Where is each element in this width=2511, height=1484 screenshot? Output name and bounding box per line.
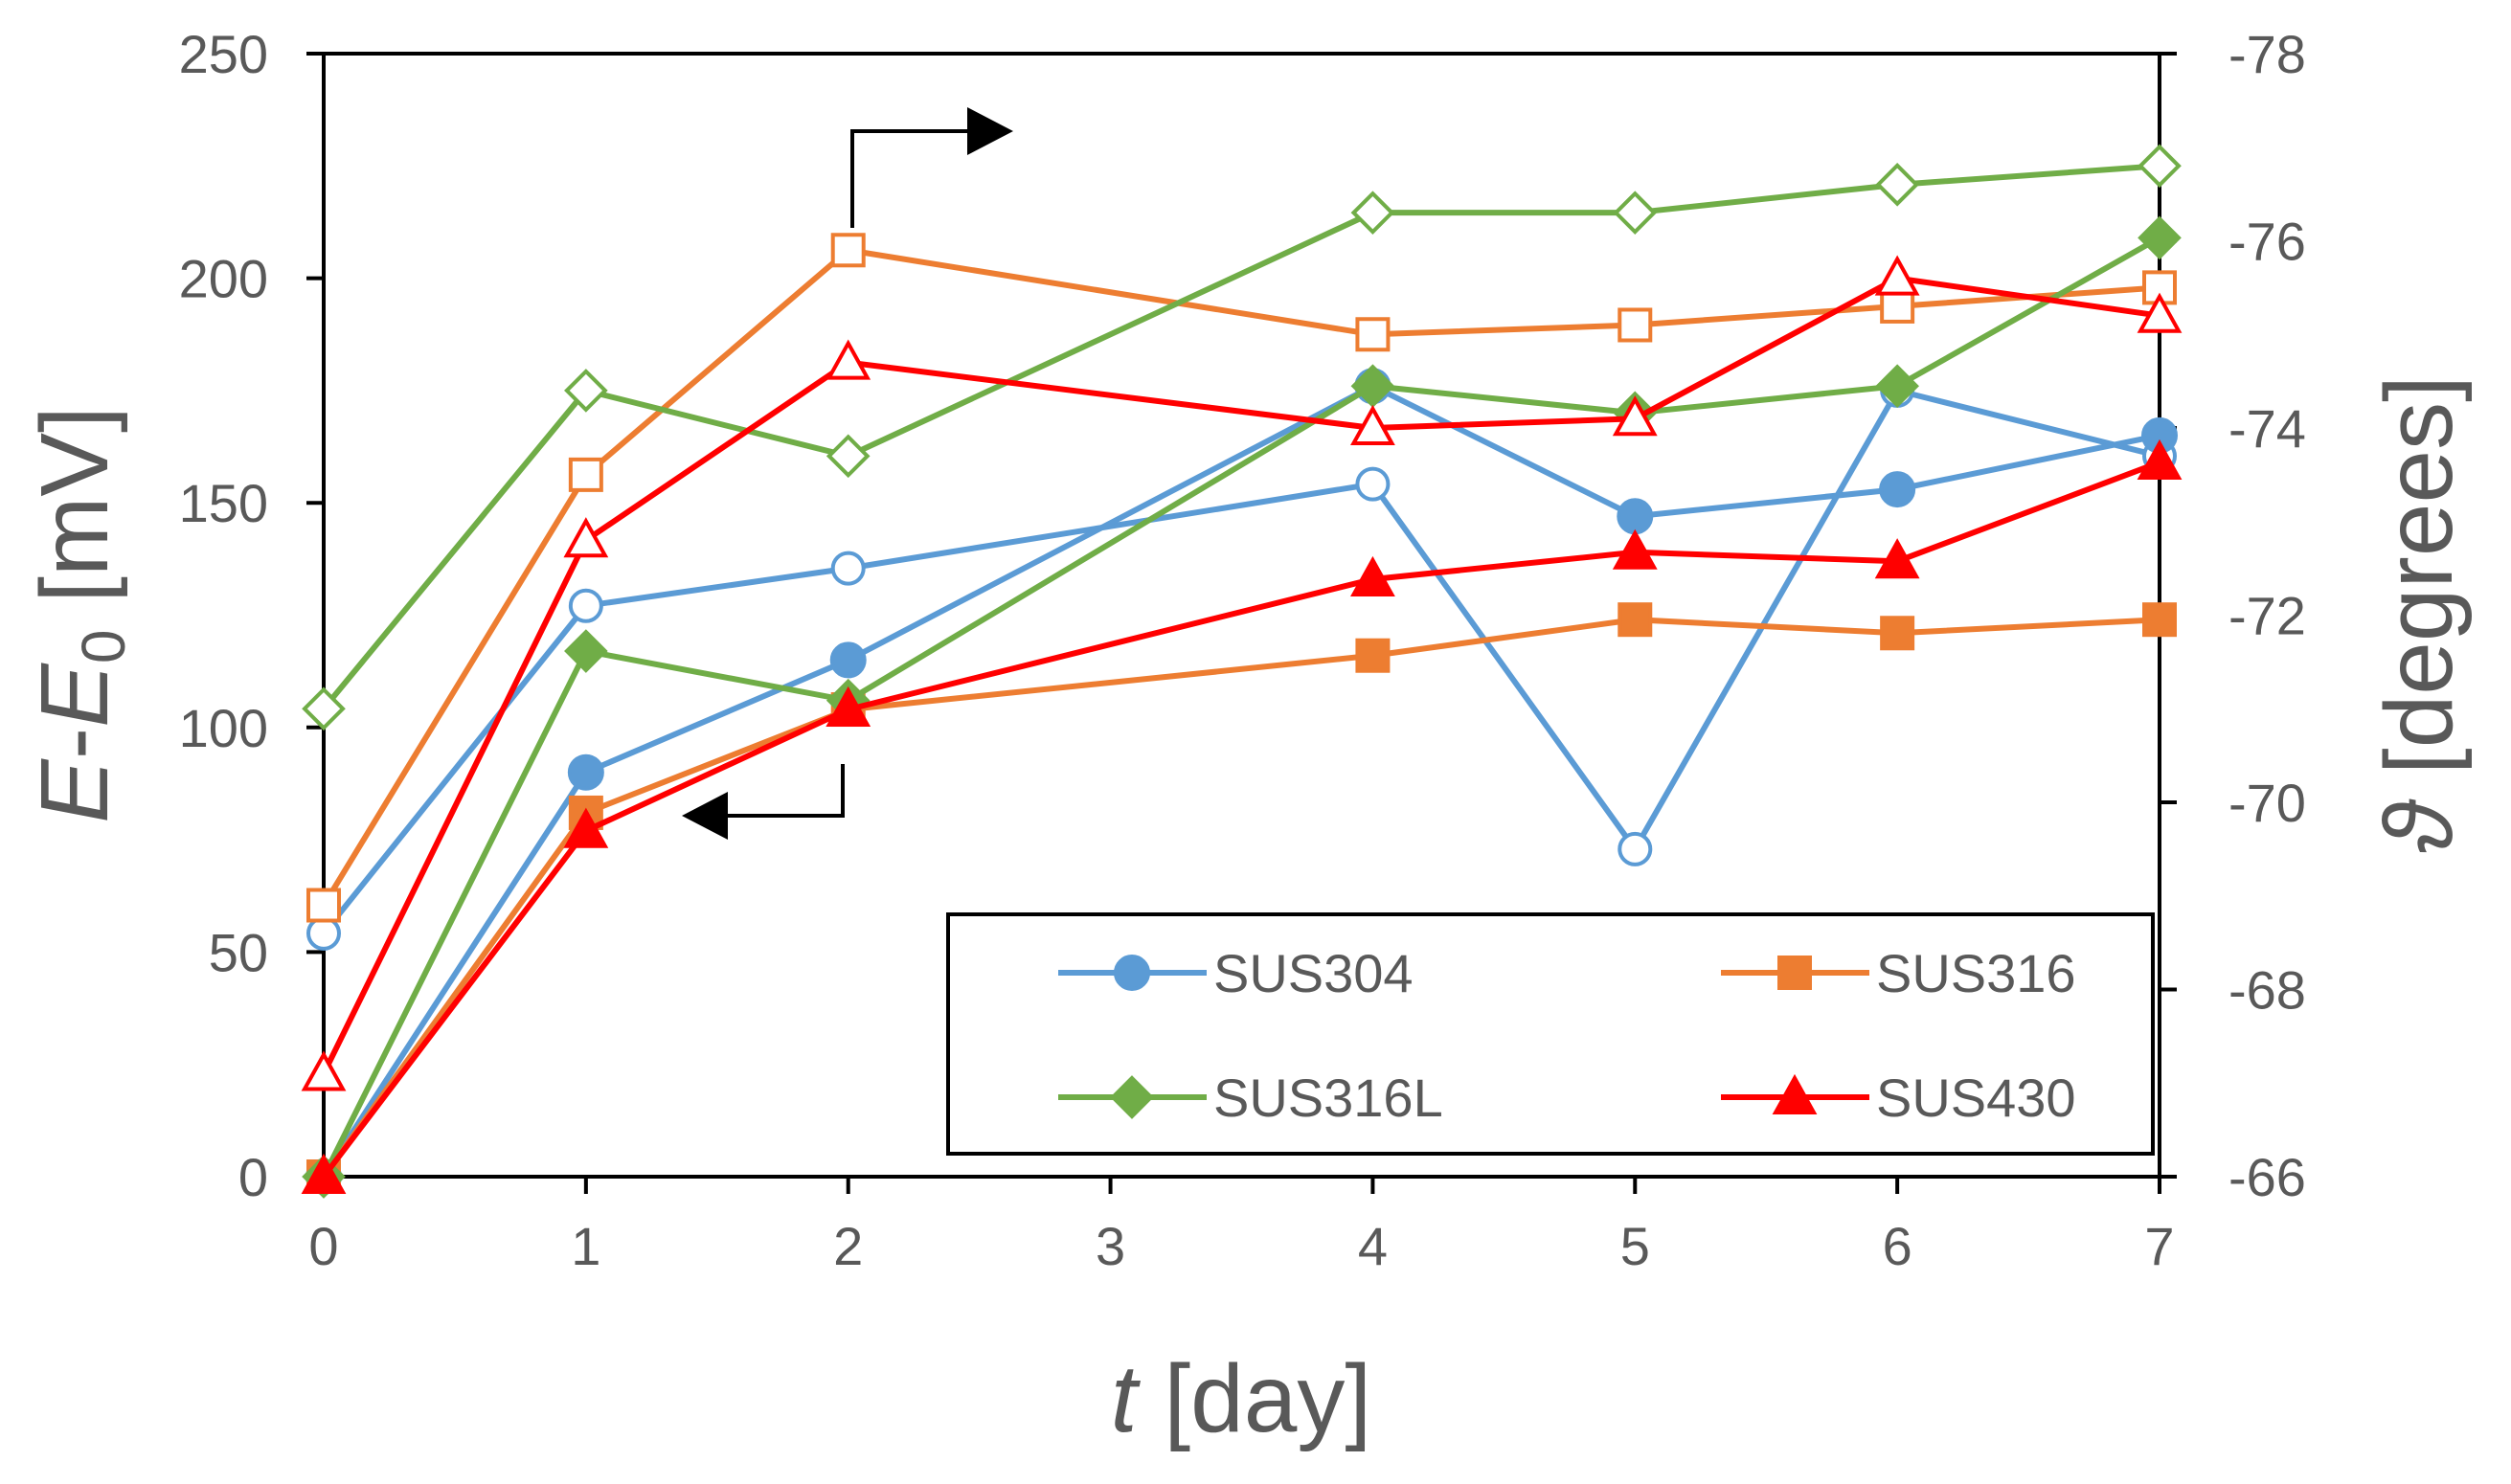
legend-label: SUS304 <box>1213 943 1414 1003</box>
legend-label: SUS316 <box>1876 943 2076 1003</box>
data-point-sus430-potential <box>1350 555 1395 596</box>
legend-item-sus430: SUS430 <box>1721 1068 2076 1128</box>
data-point-sus316-potential <box>1880 616 1915 651</box>
data-point-sus316-phase <box>568 457 603 492</box>
x-tick-label: 7 <box>2144 1216 2174 1276</box>
legend-items: SUS304 SUS316 SUS316L SUS430 <box>1058 943 2076 1128</box>
data-point-sus430-potential <box>563 807 609 848</box>
y2-tick-label: -72 <box>2228 586 2306 646</box>
y-tick-label: 200 <box>179 249 268 309</box>
x-tick-label: 2 <box>833 1216 863 1276</box>
data-point-sus316-potential <box>1617 602 1653 638</box>
legend-item-sus316l: SUS316L <box>1058 1068 1443 1128</box>
data-point-sus304-phase <box>1617 831 1653 866</box>
data-point-sus304-phase <box>568 588 603 623</box>
y-tick-label: 250 <box>179 24 268 84</box>
x-axis-label: t [day] <box>1111 1345 1371 1452</box>
y2-tick-label: -76 <box>2228 212 2306 272</box>
data-point-sus430-potential <box>1612 528 1658 570</box>
data-point-sus316-potential <box>1355 638 1391 673</box>
series-sus430 <box>301 255 2183 1194</box>
y2-axis-ticks: -66 -68 -70 -72 -74 -76 -78 <box>2160 24 2306 1207</box>
data-point-sus304-potential <box>567 753 604 791</box>
data-point-sus316l-phase <box>1875 163 1919 207</box>
y-axis-label: E-E0 [mV] <box>21 406 138 823</box>
data-point-sus316l-potential <box>1875 364 1919 409</box>
x-tick-label: 6 <box>1883 1216 1912 1276</box>
data-point-sus316-phase <box>1355 317 1391 352</box>
y2-axis-label: ϑ [degrees] <box>2365 375 2473 854</box>
legend-item-sus316: SUS316 <box>1721 943 2076 1003</box>
legend-marker <box>1114 955 1150 991</box>
data-point-sus316-phase <box>1880 288 1915 324</box>
series-layer <box>301 144 2183 1199</box>
y-tick-label: 50 <box>209 922 268 982</box>
data-point-sus430-potential <box>1874 538 1920 579</box>
data-point-sus304-potential <box>1617 498 1654 535</box>
y2-tick-label: -66 <box>2228 1147 2306 1207</box>
data-point-sus304-potential <box>829 641 867 679</box>
data-point-sus316l-phase <box>1350 191 1395 236</box>
series-sus316 <box>306 233 2177 1194</box>
y-tick-label: 150 <box>179 473 268 533</box>
legend-marker <box>1777 956 1812 990</box>
x-tick-label: 4 <box>1358 1216 1388 1276</box>
legend: SUS304 SUS316 SUS316L SUS430 <box>946 912 2155 1156</box>
arrow-to-left-axis <box>682 764 845 840</box>
legend-marker <box>1110 1075 1154 1119</box>
legend-box <box>946 912 2155 1156</box>
data-point-sus430-phase <box>2137 292 2183 333</box>
data-point-sus430-phase <box>1612 395 1658 437</box>
y2-tick-label: -68 <box>2228 960 2306 1021</box>
data-point-sus430-phase <box>563 517 609 558</box>
data-point-sus316l-phase <box>564 369 608 413</box>
y-tick-label: 100 <box>179 698 268 758</box>
data-point-sus304-phase <box>1355 466 1391 502</box>
y2-tick-label: -74 <box>2228 398 2306 459</box>
data-point-sus316l-potential <box>564 629 608 673</box>
data-point-sus316l-potential <box>2138 215 2182 260</box>
y-axis-ticks: 0 50 100 150 200 250 <box>179 24 324 1207</box>
x-axis-ticks: 0 1 2 3 4 5 6 7 <box>308 1177 2175 1276</box>
data-point-sus430-potential <box>301 1153 347 1194</box>
data-point-sus316-potential <box>2142 602 2177 638</box>
data-point-sus316l-potential <box>1350 364 1395 409</box>
y2-tick-label: -78 <box>2228 24 2306 84</box>
data-point-sus316-phase <box>306 888 341 923</box>
legend-label: SUS430 <box>1876 1068 2076 1128</box>
y-tick-label: 0 <box>238 1147 268 1207</box>
data-point-sus430-phase <box>1874 255 1920 296</box>
legend-item-sus304: SUS304 <box>1058 943 1414 1003</box>
x-tick-label: 0 <box>308 1216 338 1276</box>
data-point-sus430-phase <box>301 1050 347 1091</box>
arrow-to-right-axis <box>850 107 1013 228</box>
data-point-sus430-potential <box>826 686 871 728</box>
data-point-sus316-phase <box>1617 307 1653 343</box>
data-point-sus316l-phase <box>826 434 871 479</box>
data-point-sus304-potential <box>1879 471 1916 508</box>
x-tick-label: 3 <box>1096 1216 1125 1276</box>
data-point-sus304-phase <box>306 915 341 951</box>
legend-marker <box>1772 1073 1818 1114</box>
data-point-sus430-phase <box>1350 404 1395 445</box>
x-tick-label: 1 <box>571 1216 600 1276</box>
data-point-sus304-phase <box>830 551 866 586</box>
data-point-sus316-phase <box>830 233 866 268</box>
legend-label: SUS316L <box>1213 1068 1443 1128</box>
data-point-sus316l-phase <box>2138 144 2182 189</box>
data-point-sus316l-phase <box>1613 191 1658 236</box>
x-tick-label: 5 <box>1620 1216 1650 1276</box>
y2-tick-label: -70 <box>2228 773 2306 833</box>
data-point-sus430-potential <box>2137 438 2183 480</box>
data-point-sus430-phase <box>826 339 871 380</box>
data-point-sus316l-phase <box>302 686 346 731</box>
